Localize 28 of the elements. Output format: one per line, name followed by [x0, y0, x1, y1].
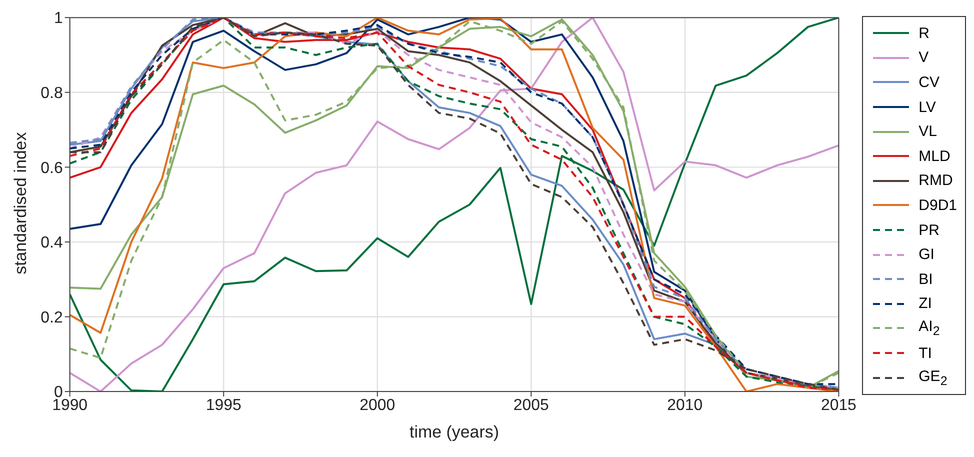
legend-label: V [918, 49, 929, 66]
x-tick-label: 2005 [513, 396, 550, 414]
legend-label: GI [918, 246, 934, 264]
legend-label: LV [918, 98, 936, 116]
legend-label: R [918, 24, 930, 42]
legend-label: MLD [918, 148, 950, 165]
y-tick-label: 0.6 [40, 160, 63, 177]
x-tick-label: 1995 [206, 396, 242, 414]
x-tick-label: 2010 [667, 396, 703, 414]
x-tick-label: 2015 [820, 396, 857, 414]
legend-label: RMD [918, 172, 953, 190]
legend-label: GE$_{2}$ [918, 368, 948, 388]
x-tick-label: 1990 [52, 396, 88, 414]
y-tick-label: 0.2 [40, 309, 63, 326]
x-tick-label: 2000 [360, 396, 396, 414]
legend-label: CV [918, 74, 940, 91]
legend-label: PR [918, 222, 940, 239]
legend-label: AI$_{2}$ [918, 318, 940, 338]
y-tick-label: 1 [54, 10, 63, 28]
legend-label: VL [918, 123, 937, 140]
x-axis-title: time (years) [410, 422, 499, 442]
y-axis-title: standardised index [10, 132, 30, 274]
y-tick-label: 0.8 [40, 85, 63, 102]
y-tick-label: 0.4 [40, 234, 63, 252]
legend-label: TI [918, 344, 932, 362]
legend-label: ZI [918, 295, 932, 312]
legend-label: D9D1 [918, 196, 957, 214]
legend-label: BI [918, 270, 933, 288]
